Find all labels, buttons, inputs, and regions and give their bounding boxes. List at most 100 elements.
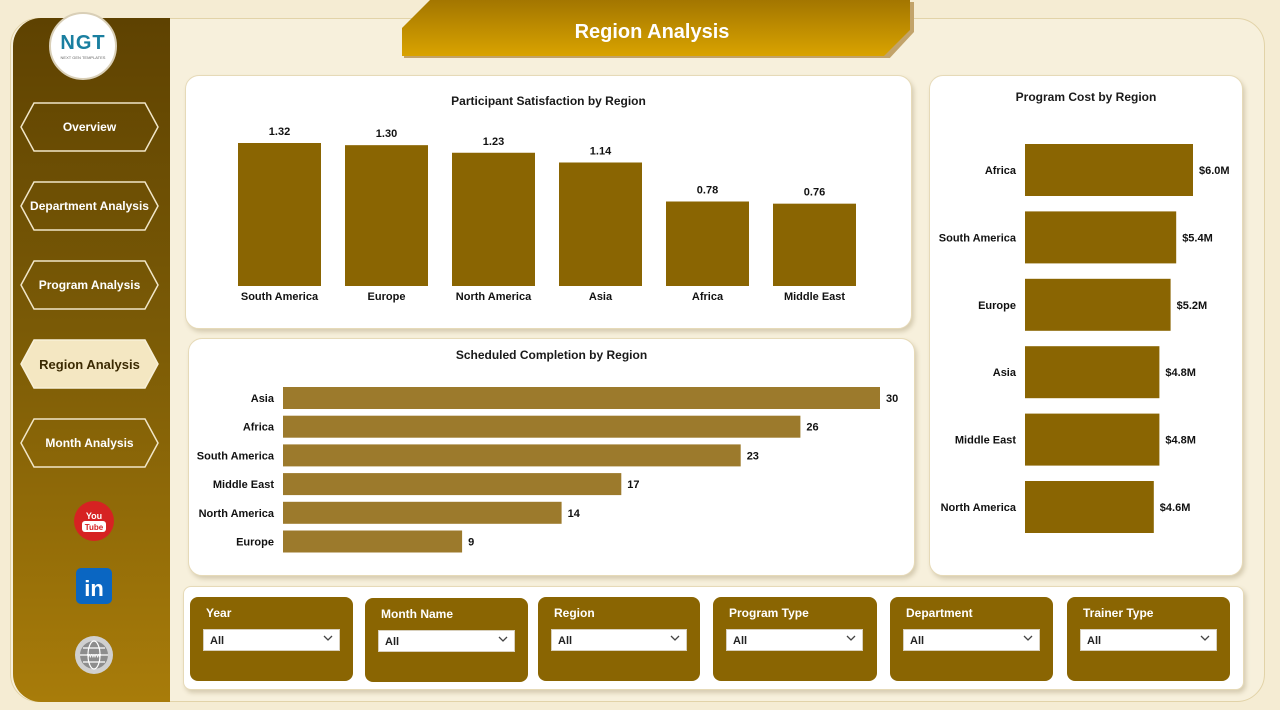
completion-chart-title: Scheduled Completion by Region: [455, 348, 648, 362]
year-dropdown[interactable]: All: [203, 629, 340, 651]
nav-program-analysis-button[interactable]: Program Analysis: [20, 260, 159, 310]
logo-text: NGT: [60, 31, 106, 54]
cost-category-label: Africa: [985, 165, 1017, 177]
satisfaction-data-label: 1.32: [269, 126, 290, 138]
youtube-tube-text: Tube: [85, 523, 104, 532]
trainer-type-slicer: Trainer Type All: [1067, 597, 1230, 681]
cost-data-label: $5.2M: [1177, 300, 1208, 312]
linkedin-in-text: in: [84, 576, 104, 601]
page-header: Region Analysis: [402, 0, 914, 60]
satisfaction-data-label: 1.14: [590, 146, 612, 158]
cost-data-label: $4.8M: [1165, 367, 1196, 379]
program-type-dropdown-value: All: [733, 635, 748, 647]
linkedin-icon[interactable]: in: [74, 566, 114, 606]
satisfaction-category-label: North America: [456, 291, 532, 303]
satisfaction-bar: [773, 203, 856, 286]
completion-category-label: South America: [197, 450, 275, 462]
nav-overview-label: Overview: [62, 120, 117, 134]
globe-www-text: www: [86, 654, 101, 660]
chevron-down-icon: [323, 635, 333, 641]
satisfaction-bar: [452, 152, 535, 286]
cost-bar: [1025, 278, 1171, 331]
satisfaction-data-label: 1.30: [376, 128, 397, 140]
completion-bar: [283, 444, 741, 467]
satisfaction-chart: 1.32 South America 1.30 Europe 1.23 North Ame…: [238, 126, 856, 303]
completion-category-label: Asia: [251, 393, 275, 405]
nav-region-analysis-button[interactable]: Region Analysis: [20, 339, 159, 389]
cost-category-label: Asia: [993, 367, 1017, 379]
year-slicer: Year All: [190, 597, 353, 681]
cost-category-label: South America: [939, 232, 1017, 244]
program-type-dropdown[interactable]: All: [726, 629, 863, 651]
satisfaction-category-label: Africa: [692, 291, 724, 303]
month-name-slicer: Month Name All: [365, 598, 528, 682]
cost-category-label: North America: [941, 502, 1017, 514]
satisfaction-category-label: Asia: [589, 291, 613, 303]
completion-data-label: 23: [747, 450, 759, 462]
month-name-dropdown-value: All: [385, 636, 400, 648]
department-dropdown-value: All: [910, 635, 925, 647]
trainer-type-dropdown[interactable]: All: [1080, 629, 1217, 651]
trainer-type-dropdown-value: All: [1087, 635, 1102, 647]
cost-category-label: Middle East: [955, 435, 1016, 447]
satisfaction-chart-title: Participant Satisfaction by Region: [451, 94, 646, 108]
completion-chart-card: Scheduled Completion by Region Asia 30 Afr…: [188, 338, 915, 576]
completion-chart: Asia 30 Africa 26 South America 23 Middle East…: [197, 387, 898, 553]
satisfaction-bar: [345, 145, 428, 286]
nav-department-analysis-button[interactable]: Department Analysis: [20, 181, 159, 231]
nav-month-analysis-label: Month Analysis: [45, 436, 134, 450]
cost-data-label: $4.8M: [1165, 435, 1196, 447]
cost-bar: [1025, 144, 1193, 196]
cost-data-label: $5.4M: [1182, 232, 1213, 244]
completion-data-label: 17: [627, 479, 639, 491]
satisfaction-category-label: Middle East: [784, 291, 845, 303]
completion-data-label: 14: [568, 508, 581, 520]
youtube-you-text: You: [86, 511, 102, 521]
nav-overview-button[interactable]: Overview: [20, 102, 159, 152]
satisfaction-category-label: Europe: [368, 291, 406, 303]
completion-bar: [283, 415, 801, 438]
satisfaction-chart-card: Participant Satisfaction by Region 1.32 S…: [185, 75, 912, 329]
year-slicer-label: Year: [206, 606, 232, 620]
cost-chart-card: Program Cost by Region Africa $6.0M South …: [929, 75, 1243, 576]
program-type-slicer-label: Program Type: [729, 606, 809, 620]
region-slicer-label: Region: [554, 606, 595, 620]
satisfaction-data-label: 0.76: [804, 187, 825, 199]
chevron-down-icon: [498, 636, 508, 642]
chevron-down-icon: [1023, 635, 1033, 641]
month-name-slicer-label: Month Name: [381, 607, 453, 621]
department-dropdown[interactable]: All: [903, 629, 1040, 651]
completion-bar: [283, 387, 880, 409]
youtube-icon[interactable]: You Tube: [74, 501, 114, 541]
department-slicer-label: Department: [906, 606, 973, 620]
region-dropdown[interactable]: All: [551, 629, 687, 651]
satisfaction-bar: [238, 143, 321, 286]
completion-data-label: 9: [468, 537, 474, 549]
cost-bar: [1025, 413, 1160, 466]
page-title: Region Analysis: [574, 20, 730, 43]
completion-bar: [283, 530, 463, 553]
nav-department-analysis-label: Department Analysis: [30, 199, 149, 213]
completion-data-label: 26: [806, 422, 818, 434]
region-slicer: Region All: [538, 597, 700, 681]
completion-category-label: North America: [199, 508, 275, 520]
program-type-slicer: Program Type All: [713, 597, 877, 681]
satisfaction-data-label: 0.78: [697, 185, 718, 197]
cost-bar: [1025, 211, 1177, 264]
cost-data-label: $6.0M: [1199, 165, 1230, 177]
nav-month-analysis-button[interactable]: Month Analysis: [20, 418, 159, 468]
satisfaction-bar: [666, 201, 749, 286]
chevron-down-icon: [846, 635, 856, 641]
logo-subtext: NEXT GEN TEMPLATES: [60, 54, 106, 60]
cost-chart: Africa $6.0M South America $5.4M Europe $5.2M…: [939, 144, 1230, 533]
trainer-type-slicer-label: Trainer Type: [1083, 606, 1154, 620]
satisfaction-bar: [559, 162, 642, 286]
logo: NGT NEXT GEN TEMPLATES: [49, 12, 117, 80]
nav-program-analysis-label: Program Analysis: [38, 278, 141, 292]
year-dropdown-value: All: [210, 635, 225, 647]
completion-bar: [283, 473, 622, 496]
globe-icon[interactable]: www: [74, 635, 114, 675]
nav-region-analysis-label: Region Analysis: [39, 356, 140, 372]
month-name-dropdown[interactable]: All: [378, 630, 515, 652]
cost-bar: [1025, 481, 1154, 533]
